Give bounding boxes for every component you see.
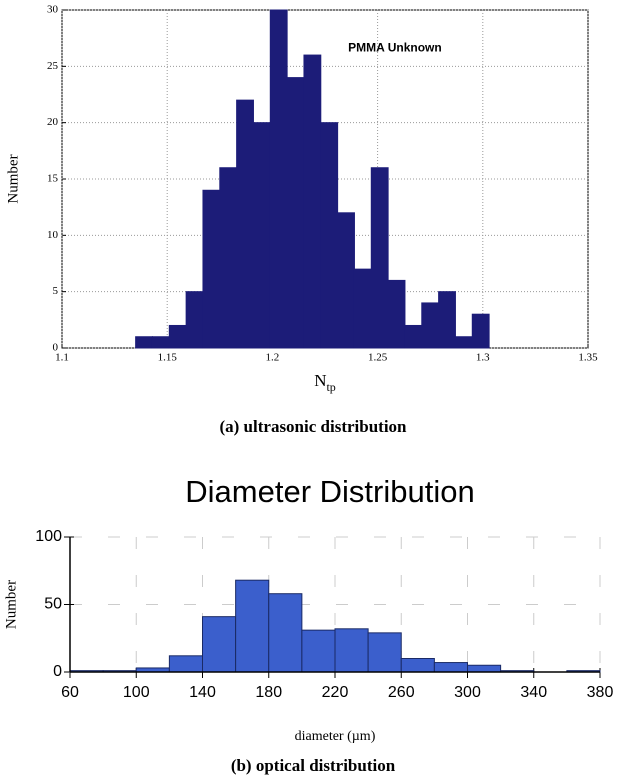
x-tick-label: 1.35	[578, 352, 598, 364]
y-tick-label: 0	[53, 663, 62, 680]
bar	[370, 167, 389, 349]
y-tick-label: 10	[47, 229, 59, 241]
x-tick-label: 60	[61, 684, 79, 701]
bar	[185, 291, 204, 349]
y-tick-label: 0	[53, 342, 59, 354]
bar	[219, 167, 238, 349]
y-tick-label: 15	[47, 173, 59, 185]
x-tick-label: 380	[587, 684, 614, 701]
x-tick-label: 1.25	[368, 352, 388, 364]
annotation: PMMA Unknown	[348, 40, 442, 54]
bar	[252, 122, 271, 349]
bar	[438, 291, 456, 349]
bar	[433, 662, 468, 673]
y-axis-label: Number	[3, 580, 19, 629]
x-tick-label: 340	[520, 684, 547, 701]
bar	[367, 632, 402, 673]
bar	[353, 268, 372, 349]
y-axis-label: Number	[5, 154, 21, 203]
bar	[303, 54, 322, 349]
bar	[454, 336, 473, 349]
bar	[135, 336, 153, 349]
bar	[387, 279, 406, 349]
bar	[471, 313, 490, 349]
caption: (b) optical distribution	[231, 756, 396, 775]
bar	[334, 628, 369, 673]
x-axis-label: Ntp	[314, 371, 336, 394]
bar	[236, 99, 254, 349]
x-tick-label: 220	[322, 684, 349, 701]
x-tick-label: 100	[123, 684, 150, 701]
x-tick-label: 1.15	[158, 352, 178, 364]
chart-title: Diameter Distribution	[185, 474, 474, 509]
bar	[202, 189, 221, 349]
x-tick-label: 140	[189, 684, 216, 701]
bar	[202, 616, 237, 673]
y-tick-label: 5	[53, 285, 59, 297]
bar	[168, 655, 203, 673]
x-axis-label: diameter (µm)	[295, 729, 376, 744]
bar	[168, 324, 187, 349]
x-tick-label: 180	[255, 684, 282, 701]
bar	[286, 77, 305, 349]
bar	[151, 336, 170, 349]
bar	[337, 212, 355, 349]
bar	[404, 324, 423, 349]
x-tick-label: 1.2	[266, 352, 280, 364]
bar	[235, 579, 270, 673]
bar	[301, 629, 336, 673]
caption: (a) ultrasonic distribution	[219, 417, 407, 436]
x-tick-label: 1.3	[476, 352, 490, 364]
bar	[400, 658, 435, 673]
y-tick-label: 30	[47, 4, 59, 16]
y-tick-label: 25	[47, 60, 59, 72]
x-tick-label: 260	[388, 684, 415, 701]
bar	[269, 9, 288, 349]
y-tick-label: 20	[47, 116, 59, 128]
bar	[467, 664, 502, 673]
bar	[268, 593, 303, 673]
x-axis-label-main: N	[314, 371, 326, 390]
bar	[421, 302, 440, 349]
bar	[320, 122, 339, 349]
y-tick-label: 50	[44, 596, 62, 613]
y-tick-label: 100	[35, 528, 62, 545]
x-axis-label-subscript: tp	[326, 380, 335, 394]
x-tick-label: 1.1	[55, 352, 69, 364]
x-tick-label: 300	[454, 684, 481, 701]
